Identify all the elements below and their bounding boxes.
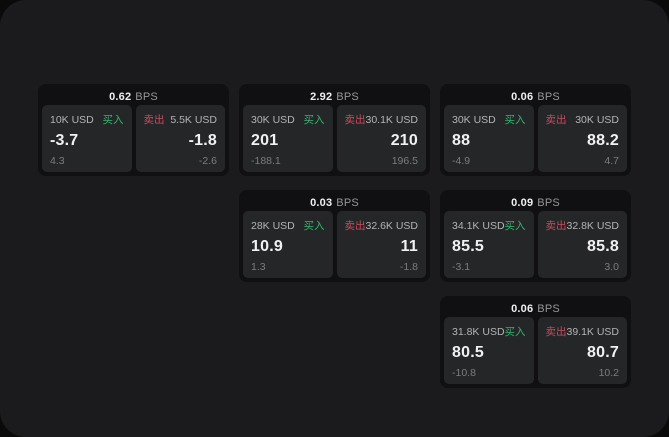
buy-size: 28K USD (251, 219, 295, 232)
buy-size: 34.1K USD (452, 219, 505, 232)
buy-price: 88 (452, 132, 471, 150)
buy-price: 201 (251, 132, 279, 150)
buy-side-label: 买入 (504, 220, 526, 232)
buy-panel[interactable]: 30K USD 买入 88 -4.9 (444, 105, 534, 172)
buy-delta: 4.3 (50, 154, 65, 167)
bps-value: 0.09 (511, 196, 534, 209)
bps-spread-header: 0.62 BPS (42, 88, 225, 105)
buy-price: 10.9 (251, 238, 283, 256)
bps-unit-label: BPS (135, 90, 158, 103)
sell-delta: 196.5 (391, 154, 418, 167)
buy-side-label: 买入 (303, 114, 325, 126)
sell-delta: -1.8 (399, 260, 418, 273)
buy-side-label: 买入 (504, 114, 526, 126)
quote-card[interactable]: 0.09 BPS 34.1K USD 买入 85.5 -3.1 卖出 32.8K… (440, 190, 631, 282)
bps-spread-header: 2.92 BPS (243, 88, 426, 105)
bps-unit-label: BPS (336, 196, 359, 209)
buy-panel[interactable]: 31.8K USD 买入 80.5 -10.8 (444, 317, 534, 384)
bps-value: 0.06 (511, 90, 534, 103)
buy-delta: -4.9 (452, 154, 471, 167)
bps-value: 2.92 (310, 90, 333, 103)
buy-delta: -10.8 (452, 366, 476, 379)
sell-side-label: 卖出 (344, 220, 366, 232)
sell-price: 80.7 (587, 344, 619, 362)
buy-panel[interactable]: 10K USD 买入 -3.7 4.3 (42, 105, 132, 172)
buy-price: 80.5 (452, 344, 484, 362)
bps-unit-label: BPS (537, 302, 560, 315)
sell-size: 32.8K USD (566, 219, 620, 232)
sell-size: 30.1K USD (365, 113, 419, 126)
quote-card-grid: 0.62 BPS 10K USD 买入 -3.7 4.3 卖出 5.5K USD (38, 84, 631, 388)
buy-panel[interactable]: 34.1K USD 买入 85.5 -3.1 (444, 211, 534, 278)
bps-spread-header: 0.09 BPS (444, 194, 627, 211)
buy-price: 85.5 (452, 238, 484, 256)
quote-card[interactable]: 2.92 BPS 30K USD 买入 201 -188.1 卖出 30.1K … (239, 84, 430, 176)
sell-price: 88.2 (587, 132, 619, 150)
sell-price: 85.8 (587, 238, 619, 256)
bps-unit-label: BPS (336, 90, 359, 103)
quote-card[interactable]: 0.62 BPS 10K USD 买入 -3.7 4.3 卖出 5.5K USD (38, 84, 229, 176)
sell-panel[interactable]: 卖出 30K USD 88.2 4.7 (537, 105, 627, 172)
sell-side-label: 卖出 (545, 220, 567, 232)
sell-price: -1.8 (188, 132, 217, 150)
bps-unit-label: BPS (537, 196, 560, 209)
bps-spread-header: 0.06 BPS (444, 88, 627, 105)
sell-panel[interactable]: 卖出 30.1K USD 210 196.5 (336, 105, 426, 172)
buy-size: 10K USD (50, 113, 94, 126)
sell-side-label: 卖出 (545, 114, 567, 126)
sell-price: 210 (390, 132, 418, 150)
quote-card[interactable]: 0.06 BPS 31.8K USD 买入 80.5 -10.8 卖出 39.1… (440, 296, 631, 388)
bps-spread-header: 0.03 BPS (243, 194, 426, 211)
buy-delta: -188.1 (251, 154, 281, 167)
sell-size: 32.6K USD (365, 219, 419, 232)
buy-side-label: 买入 (504, 326, 526, 338)
buy-side-label: 买入 (303, 220, 325, 232)
bps-value: 0.06 (511, 302, 534, 315)
sell-delta: 10.2 (598, 366, 619, 379)
sell-panel[interactable]: 卖出 32.8K USD 85.8 3.0 (537, 211, 627, 278)
sell-size: 5.5K USD (170, 113, 217, 126)
sell-size: 39.1K USD (566, 325, 620, 338)
bps-spread-header: 0.06 BPS (444, 300, 627, 317)
quote-card[interactable]: 0.06 BPS 30K USD 买入 88 -4.9 卖出 30K USD (440, 84, 631, 176)
sell-delta: 3.0 (604, 260, 619, 273)
buy-delta: -3.1 (452, 260, 471, 273)
bps-value: 0.62 (109, 90, 132, 103)
bps-unit-label: BPS (537, 90, 560, 103)
sell-price: 11 (400, 238, 418, 256)
buy-side-label: 买入 (102, 114, 124, 126)
sell-delta: -2.6 (198, 154, 217, 167)
sell-side-label: 卖出 (545, 326, 567, 338)
sell-side-label: 卖出 (143, 114, 165, 126)
buy-size: 31.8K USD (452, 325, 505, 338)
buy-delta: 1.3 (251, 260, 266, 273)
sell-size: 30K USD (575, 113, 619, 126)
buy-price: -3.7 (50, 132, 79, 150)
sell-side-label: 卖出 (344, 114, 366, 126)
sell-panel[interactable]: 卖出 5.5K USD -1.8 -2.6 (135, 105, 225, 172)
buy-size: 30K USD (251, 113, 295, 126)
buy-panel[interactable]: 28K USD 买入 10.9 1.3 (243, 211, 333, 278)
quote-card[interactable]: 0.03 BPS 28K USD 买入 10.9 1.3 卖出 32.6K US… (239, 190, 430, 282)
bps-value: 0.03 (310, 196, 333, 209)
sell-panel[interactable]: 卖出 39.1K USD 80.7 10.2 (537, 317, 627, 384)
sell-panel[interactable]: 卖出 32.6K USD 11 -1.8 (336, 211, 426, 278)
buy-panel[interactable]: 30K USD 买入 201 -188.1 (243, 105, 333, 172)
sell-delta: 4.7 (604, 154, 619, 167)
buy-size: 30K USD (452, 113, 496, 126)
